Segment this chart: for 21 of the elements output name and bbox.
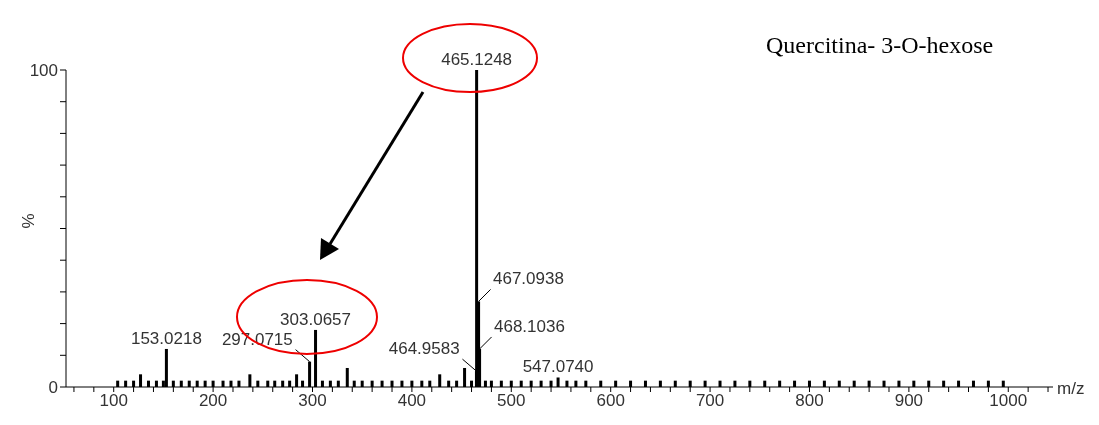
chart-title: Quercitina- 3-O-hexose	[766, 32, 994, 59]
x-tick-label: 700	[695, 391, 725, 411]
x-tick-label: 600	[596, 391, 625, 411]
x-tick-label: 300	[298, 391, 327, 411]
annotation: 464.9583	[388, 339, 460, 359]
annotation: 468.1036	[493, 316, 565, 336]
y-tick-label: 0	[48, 378, 58, 398]
x-tick-label: 800	[795, 391, 824, 411]
x-tick-label: 500	[497, 391, 526, 411]
x-tick-label: 400	[397, 391, 427, 411]
x-tick-label: 200	[198, 391, 228, 411]
annotation: 153.0218	[130, 328, 202, 348]
annotation: 303.0657	[280, 309, 351, 329]
y-axis-title: %	[19, 213, 39, 229]
annotation: 467.0938	[492, 269, 564, 289]
x-tick-label: 900	[894, 391, 924, 411]
annotation: 547.0740	[522, 357, 594, 377]
x-tick-label: 1000	[989, 391, 1028, 411]
x-axis-title: m/z	[1057, 379, 1085, 399]
annotation: 465.1248	[441, 50, 513, 69]
x-tick-label: 100	[99, 391, 128, 411]
